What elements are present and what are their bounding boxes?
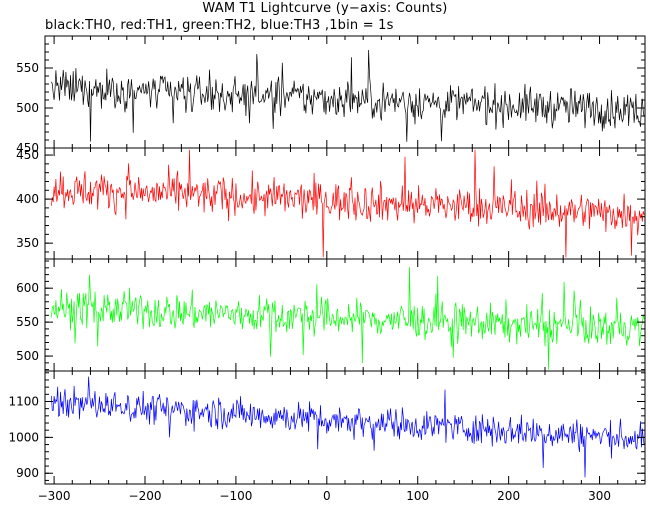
y-tick-label: 500 bbox=[16, 101, 39, 115]
y-tick-label: 550 bbox=[16, 315, 39, 329]
x-tick-label: −200 bbox=[129, 489, 162, 503]
y-tick-label: 1000 bbox=[8, 430, 39, 444]
y-tick-label: 600 bbox=[16, 281, 39, 295]
panel-frame bbox=[44, 147, 646, 260]
series-line-th0 bbox=[51, 49, 645, 142]
y-tick-label: 500 bbox=[16, 349, 39, 363]
panel-frame bbox=[44, 370, 646, 485]
x-tick-label: 300 bbox=[588, 489, 611, 503]
y-tick-label: 400 bbox=[16, 192, 39, 206]
panel-th2: 500 550 600 bbox=[16, 258, 646, 372]
x-tick-label: 100 bbox=[406, 489, 429, 503]
x-tick-label: 0 bbox=[323, 489, 331, 503]
panel-th1: 350 400 450 bbox=[16, 147, 646, 260]
y-tick-label: 1100 bbox=[8, 394, 39, 408]
y-tick-label: 900 bbox=[16, 466, 39, 480]
chart-subtitle: black:TH0, red:TH1, green:TH2, blue:TH3 … bbox=[45, 18, 394, 33]
x-tick-label: −100 bbox=[219, 489, 252, 503]
series-line-th2 bbox=[51, 266, 645, 370]
y-tick-label: 550 bbox=[16, 61, 39, 75]
chart-title: WAM T1 Lightcurve (y−axis: Counts) bbox=[202, 1, 448, 16]
panel-th0: 450 500 550 bbox=[16, 35, 646, 155]
panel-frame bbox=[44, 35, 646, 149]
panel-th3: 900 1000 1100 bbox=[8, 370, 646, 485]
series-line-th1 bbox=[51, 149, 645, 258]
x-tick-label: 200 bbox=[497, 489, 520, 503]
y-tick-label: 350 bbox=[16, 236, 39, 250]
x-tick-label: −300 bbox=[38, 489, 71, 503]
series-line-th3 bbox=[51, 376, 645, 478]
panel-frame bbox=[44, 258, 646, 372]
y-tick-label: 450 bbox=[16, 141, 39, 155]
y-tick-label: 450 bbox=[16, 148, 39, 162]
